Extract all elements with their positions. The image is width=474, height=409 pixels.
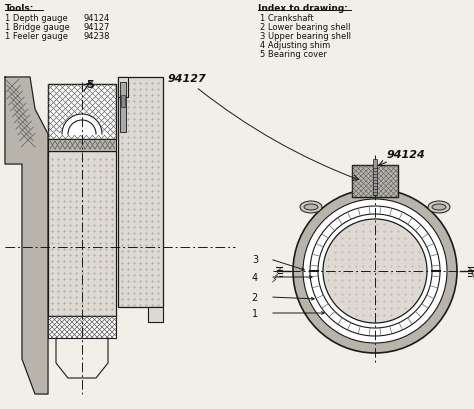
Bar [121, 96, 125, 108]
Text: 94124: 94124 [387, 150, 426, 160]
Bar [48, 139, 116, 152]
Text: 1 Depth gauge: 1 Depth gauge [5, 14, 68, 23]
Bar [373, 160, 377, 196]
Bar [352, 166, 398, 198]
Text: 94124: 94124 [83, 14, 109, 23]
Ellipse shape [304, 204, 318, 211]
Bar [120, 83, 126, 133]
Text: 2 Lower bearing shell: 2 Lower bearing shell [260, 23, 350, 32]
Ellipse shape [428, 202, 450, 213]
Text: Tools:: Tools: [5, 4, 35, 13]
Bar [118, 78, 163, 307]
Circle shape [293, 189, 457, 353]
Polygon shape [310, 207, 440, 271]
Ellipse shape [300, 202, 322, 213]
Ellipse shape [432, 204, 446, 211]
Text: 3 Upper bearing shell: 3 Upper bearing shell [260, 32, 351, 41]
Text: 94127: 94127 [83, 23, 109, 32]
Text: 94127: 94127 [168, 74, 207, 84]
Polygon shape [310, 271, 440, 336]
Circle shape [303, 200, 447, 343]
Text: 4 Adjusting shim: 4 Adjusting shim [260, 41, 330, 50]
Text: 1 Feeler gauge: 1 Feeler gauge [5, 32, 68, 41]
Text: Index to drawing:: Index to drawing: [258, 4, 348, 13]
Text: 2: 2 [252, 292, 258, 302]
Bar [48, 85, 116, 139]
Bar [48, 152, 116, 316]
Bar [118, 78, 128, 98]
Text: 94238: 94238 [83, 32, 109, 41]
Text: 4: 4 [252, 272, 258, 282]
Text: 3: 3 [252, 254, 258, 264]
Circle shape [323, 220, 427, 323]
Polygon shape [5, 78, 48, 394]
Bar [148, 307, 163, 322]
Text: 5 Bearing cover: 5 Bearing cover [260, 50, 327, 59]
Bar [48, 316, 116, 338]
Text: 1: 1 [252, 308, 258, 318]
Text: 5: 5 [86, 80, 94, 90]
Polygon shape [56, 115, 108, 135]
Text: 1 Bridge gauge: 1 Bridge gauge [5, 23, 70, 32]
Text: 1 Crankshaft: 1 Crankshaft [260, 14, 314, 23]
